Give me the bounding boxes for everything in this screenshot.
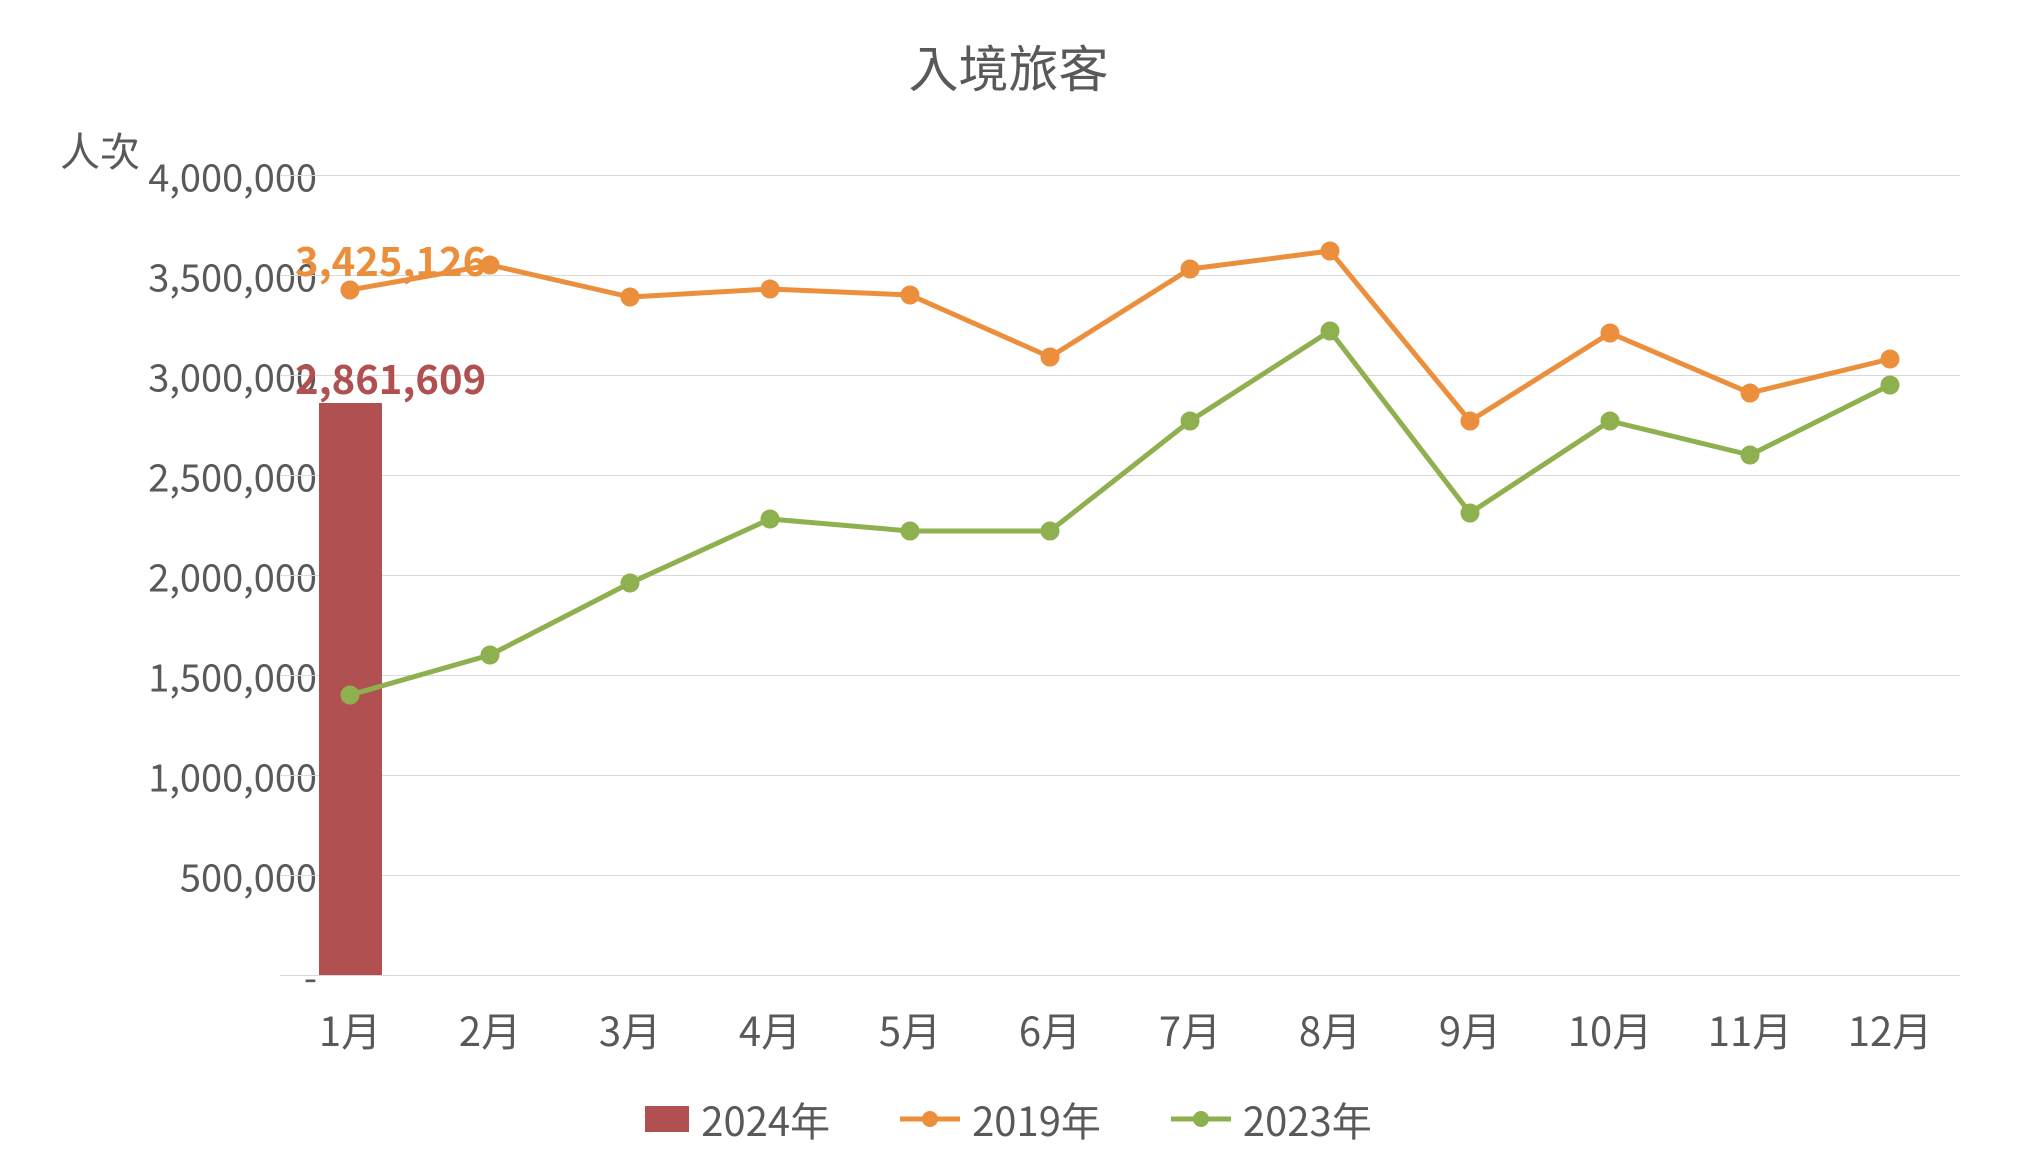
- series-2019-marker: [621, 288, 639, 306]
- series-2019-marker: [1041, 348, 1059, 366]
- x-tick-label: 1月: [319, 1000, 381, 1058]
- series-2023-marker: [761, 510, 779, 528]
- series-2019-marker: [1181, 260, 1199, 278]
- legend-swatch-bar-icon: [645, 1106, 689, 1132]
- series-2023-marker: [1881, 376, 1899, 394]
- series-2019-marker: [901, 286, 919, 304]
- series-2023-marker: [621, 574, 639, 592]
- series-2019-marker: [1461, 412, 1479, 430]
- x-tick-label: 5月: [879, 1000, 941, 1058]
- series-2023-marker: [481, 646, 499, 664]
- line-series-svg: [280, 175, 1960, 975]
- series-2023-marker: [1741, 446, 1759, 464]
- plot-area: [280, 175, 1960, 975]
- legend: 2024年 2019年 2023年: [0, 1090, 2017, 1148]
- x-tick-label: 6月: [1019, 1000, 1081, 1058]
- grid-line: [280, 975, 1960, 976]
- data-label-2019-jan: 3,425,126: [295, 230, 486, 288]
- series-2023-marker: [341, 686, 359, 704]
- legend-item-2024: 2024年: [645, 1090, 830, 1148]
- x-tick-label: 4月: [739, 1000, 801, 1058]
- chart-container: 入境旅客 人次 -500,0001,000,0001,500,0002,000,…: [0, 0, 2017, 1173]
- x-tick-label: 11月: [1708, 1000, 1792, 1058]
- legend-item-2023: 2023年: [1171, 1090, 1372, 1148]
- series-2023-line: [350, 331, 1890, 695]
- series-2019-marker: [1601, 324, 1619, 342]
- x-tick-label: 2月: [459, 1000, 521, 1058]
- legend-label-2023: 2023年: [1243, 1090, 1372, 1148]
- x-tick-label: 10月: [1568, 1000, 1652, 1058]
- series-2023-marker: [1601, 412, 1619, 430]
- legend-label-2024: 2024年: [701, 1090, 830, 1148]
- series-2019-marker: [1741, 384, 1759, 402]
- series-2019-marker: [1321, 242, 1339, 260]
- data-label-2024-jan: 2,861,609: [295, 348, 486, 406]
- series-2023-marker: [901, 522, 919, 540]
- legend-swatch-line-icon: [900, 1109, 960, 1129]
- series-2019-marker: [761, 280, 779, 298]
- series-2023-marker: [1461, 504, 1479, 522]
- chart-title: 入境旅客: [0, 30, 2017, 102]
- x-tick-label: 8月: [1299, 1000, 1361, 1058]
- x-tick-label: 3月: [599, 1000, 661, 1058]
- legend-swatch-line-icon: [1171, 1109, 1231, 1129]
- series-2023-marker: [1041, 522, 1059, 540]
- x-tick-label: 7月: [1159, 1000, 1221, 1058]
- series-2019-line: [350, 251, 1890, 421]
- legend-item-2019: 2019年: [900, 1090, 1101, 1148]
- series-2019-marker: [1881, 350, 1899, 368]
- x-tick-label: 12月: [1848, 1000, 1932, 1058]
- series-2023-marker: [1181, 412, 1199, 430]
- legend-label-2019: 2019年: [972, 1090, 1101, 1148]
- x-tick-label: 9月: [1439, 1000, 1501, 1058]
- series-2023-marker: [1321, 322, 1339, 340]
